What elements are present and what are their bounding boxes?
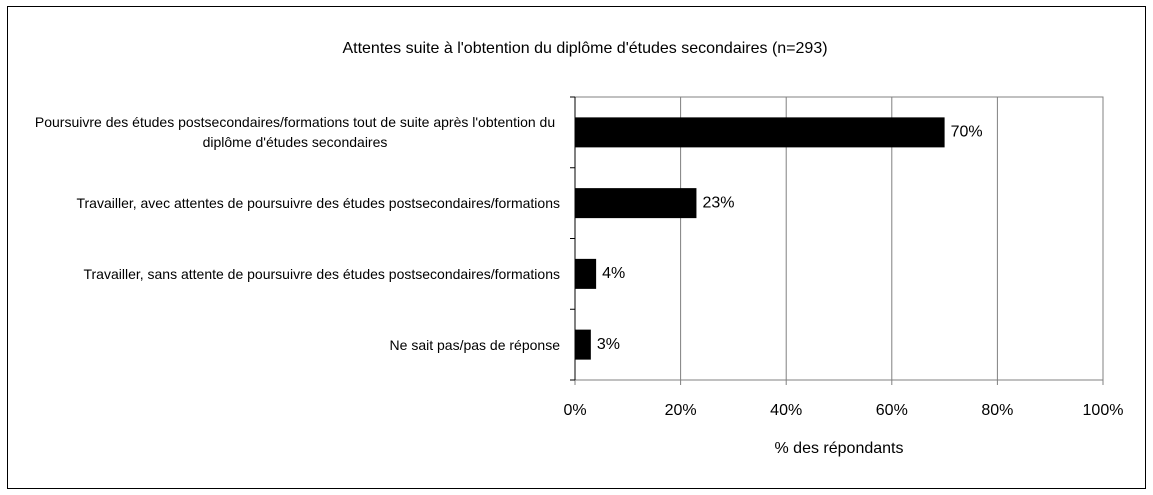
data-label: 4%	[602, 265, 625, 282]
y-tick-label-wrap: Travailler, sans attente de poursuivre d…	[30, 239, 560, 309]
bar	[575, 188, 697, 219]
data-label: 70%	[951, 124, 983, 141]
y-tick-label: Poursuivre des études postsecondaires/fo…	[34, 114, 556, 151]
x-tick-label: 40%	[770, 402, 802, 419]
y-tick-label-wrap: Travailler, avec attentes de poursuivre …	[30, 168, 560, 238]
y-tick-label-box: Travailler, sans attente de poursuivre d…	[30, 239, 560, 309]
y-tick-label: Travailler, sans attente de poursuivre d…	[83, 265, 560, 282]
y-tick-label-wrap: Ne sait pas/pas de réponse	[30, 310, 560, 380]
bar	[575, 258, 597, 289]
bar	[575, 329, 591, 360]
y-tick-label: Ne sait pas/pas de réponse	[389, 336, 560, 353]
x-axis-label: % des répondants	[775, 440, 904, 457]
x-tick-label: 0%	[563, 402, 586, 419]
y-tick-label-wrap: Poursuivre des études postsecondaires/fo…	[30, 97, 560, 167]
data-label: 23%	[702, 194, 734, 211]
y-tick-label: Travailler, avec attentes de poursuivre …	[76, 195, 560, 212]
x-tick-label: 20%	[665, 402, 697, 419]
y-tick-label-box: Poursuivre des études postsecondaires/fo…	[30, 97, 560, 167]
x-tick-label: 60%	[876, 402, 908, 419]
data-label: 3%	[597, 336, 620, 353]
x-tick-label: 100%	[1083, 402, 1124, 419]
chart-frame	[7, 6, 1146, 489]
x-tick-label: 80%	[981, 402, 1013, 419]
chart-title: Attentes suite à l'obtention du diplôme …	[342, 40, 827, 57]
y-tick-label-box: Ne sait pas/pas de réponse	[30, 310, 560, 380]
y-tick-label-box: Travailler, avec attentes de poursuivre …	[30, 168, 560, 238]
bar	[575, 117, 945, 148]
